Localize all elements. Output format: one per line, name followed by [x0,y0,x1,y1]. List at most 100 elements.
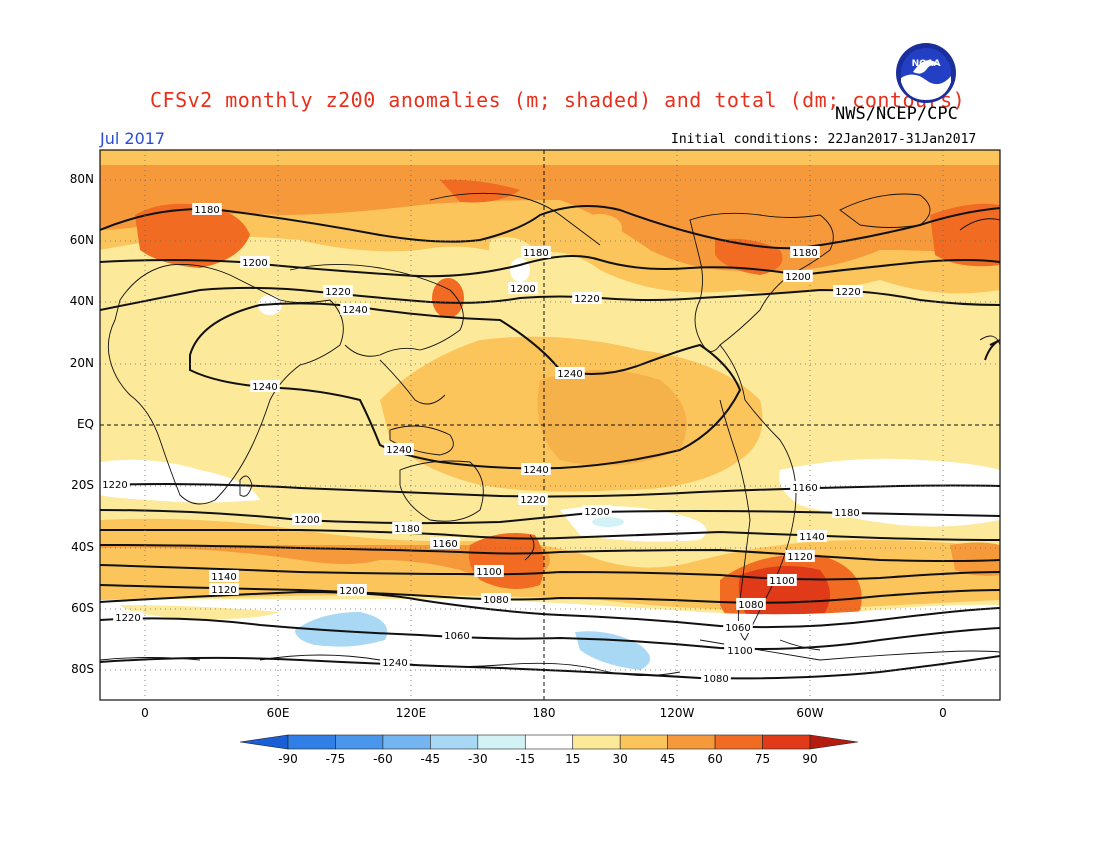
anomaly-pale-canada [578,214,622,242]
anomaly-arctic [440,179,520,203]
lon-label: 180 [532,706,556,720]
contour-label: 1180 [192,203,222,216]
contour-label-text: 1240 [386,445,411,456]
contour-1180-south [100,528,1000,541]
contour-label-text: 1140 [211,572,236,583]
contour-label: 1240 [555,367,585,380]
colorbar-label: -30 [468,752,488,766]
colorbar-label: 60 [707,752,723,766]
contour-1080-south [100,617,1000,650]
colorbar-segment [335,734,384,750]
contour-label-text: 1100 [476,567,501,578]
contour-label-text: 1120 [211,585,236,596]
contour-label: 1060 [723,621,753,634]
contour-label-text: 1180 [834,508,859,519]
contour-1060-south [100,655,1000,680]
anomaly-japan [432,278,464,318]
contour-label: 1200 [337,584,367,597]
contour-label-text: 1180 [394,524,419,535]
contour-label-text: 1220 [835,287,860,298]
contour-1100-south [100,590,1000,629]
lat-label: 80N [69,172,94,186]
contour-label-text: 1100 [769,576,794,587]
contour-label-text: 1200 [294,515,319,526]
colorbar-arrow-right [809,734,859,750]
contour-label-text: 1060 [725,623,750,634]
contour-label: 1080 [701,672,731,685]
colorbar-label: -75 [325,752,346,766]
lat-label: 40N [69,294,94,308]
contour-label: 1220 [518,493,548,506]
contour-label: 1160 [790,481,820,494]
colorbar-segment [667,734,716,750]
colorbar [239,734,859,750]
contour-label: 1080 [736,598,766,611]
colorbar-segment [477,734,526,750]
contour-label-text: 1180 [523,248,548,259]
contour-1220-south [100,483,1000,498]
contour-label: 1200 [240,256,270,269]
contour-label-text: 1160 [432,539,457,550]
contour-label-text: 1120 [787,552,812,563]
contour-label: 1180 [521,246,551,259]
contour-label-text: 1220 [574,294,599,305]
contour-label-text: 1220 [115,613,140,624]
colorbar-segment [619,734,668,750]
lon-label: 120W [659,706,695,720]
lat-label: 40S [71,540,94,554]
colorbar-label: -45 [420,752,441,766]
contour-label: 1200 [783,270,813,283]
anomaly-band-north-strong [100,165,1000,271]
contour-label-text: 1200 [339,586,364,597]
colorbar-label: 45 [659,752,676,766]
contour-label-text: 1240 [252,382,277,393]
colorbar-segment [287,734,336,750]
lon-label: 60E [266,706,290,720]
contour-label: 1080 [481,593,511,606]
contour-label: 1240 [380,656,410,669]
contour-label: 1100 [725,644,755,657]
contour-label: 1100 [767,574,797,587]
contour-label: 1240 [340,303,370,316]
lon-label: 0 [939,706,947,720]
grid-lines [100,150,1000,700]
anomaly-central-pacific [537,370,687,466]
lon-label: 120E [395,706,427,720]
contour-label: 1240 [250,380,280,393]
anomaly-south-atlantic [950,542,1000,576]
contour-1120-south [100,584,1000,604]
contour-label: 1120 [209,583,239,596]
contour-label: 1200 [508,282,538,295]
contour-label: 1120 [785,550,815,563]
colorbar-segment [572,734,621,750]
contour-label-text: 1100 [727,646,752,657]
contour-label-text: 1080 [483,595,508,606]
contour-1180-north [100,205,1000,250]
contour-label: 1180 [392,522,422,535]
colorbar-segment [714,734,763,750]
lat-label: 20S [71,478,94,492]
contour-label: 1140 [797,530,827,543]
anomaly-white-south-africa [100,459,260,503]
contour-1160-south [100,544,1000,562]
contour-label-text: 1200 [242,258,267,269]
contour-label-text: 1220 [102,480,127,491]
contour-label: 1220 [113,611,143,624]
agency-label: NWS/NCEP/CPC [835,104,958,124]
contour-label: 1220 [572,292,602,305]
contour-label: 1160 [430,537,460,550]
lat-label: 80S [71,662,94,676]
contour-label-text: 1220 [325,287,350,298]
contour-1140-south [100,564,1000,581]
lat-label: 20N [69,356,94,370]
contour-label-text: 1140 [799,532,824,543]
contour-label: 1220 [323,285,353,298]
anomaly-indonesia [415,412,475,448]
contour-label-text: 1200 [584,507,609,518]
contour-label-text: 1200 [785,272,810,283]
contour-label-text: 1080 [703,674,728,685]
noaa-logo: NOAA [896,43,956,103]
contour-label-text: 1200 [510,284,535,295]
anomaly-scandinavia [135,203,250,268]
contour-label: 1060 [442,629,472,642]
